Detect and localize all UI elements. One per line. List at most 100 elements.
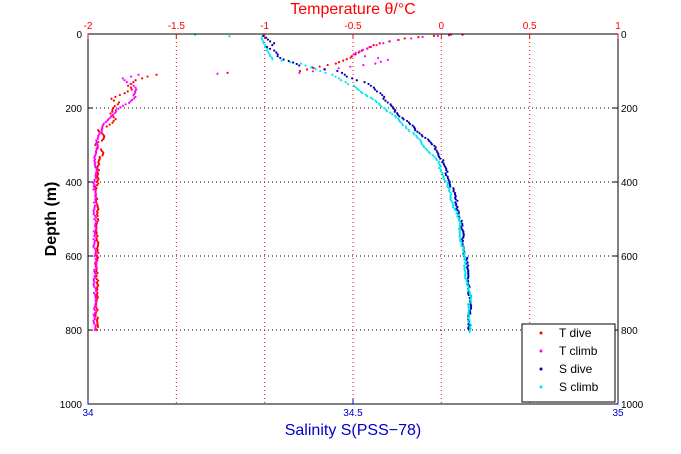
data-point	[108, 123, 111, 126]
data-point	[352, 53, 355, 56]
data-point	[378, 42, 381, 45]
data-point	[369, 84, 372, 87]
axes: 0 0 200 200 400 400 600 600 800 800 1000 1000 -2 -1.5…	[60, 21, 644, 419]
data-point	[111, 108, 114, 111]
data-point	[112, 106, 115, 110]
data-point	[470, 324, 473, 327]
data-point	[334, 75, 337, 78]
data-point	[113, 112, 116, 115]
data-point	[123, 79, 126, 82]
data-point	[456, 215, 459, 218]
data-point	[423, 146, 426, 149]
data-point	[93, 214, 96, 217]
bottom-axis-label: Salinity S(PSS−78)	[285, 422, 422, 439]
data-point	[364, 93, 367, 96]
left-tick-label: 800	[65, 326, 82, 337]
data-point	[388, 40, 391, 43]
data-point	[106, 119, 109, 122]
data-point	[393, 114, 397, 117]
data-point	[468, 322, 471, 325]
data-point	[114, 95, 117, 98]
data-point	[146, 75, 149, 78]
data-point	[427, 150, 430, 154]
data-point	[393, 110, 396, 113]
data-point	[372, 86, 375, 89]
data-point	[273, 42, 276, 45]
data-point	[374, 62, 377, 65]
data-point	[311, 70, 315, 73]
data-point	[93, 206, 96, 209]
data-point	[468, 301, 471, 304]
data-point	[94, 194, 97, 198]
data-point	[390, 104, 393, 107]
data-point	[267, 51, 270, 54]
legend-label: T climb	[559, 344, 598, 358]
data-point	[461, 224, 464, 227]
data-point	[384, 99, 387, 102]
data-point	[447, 178, 450, 182]
data-point	[298, 69, 302, 73]
data-point	[350, 55, 353, 58]
data-point	[458, 224, 461, 227]
data-point	[131, 98, 134, 101]
data-point	[100, 149, 103, 153]
data-point	[95, 328, 98, 332]
data-point	[126, 84, 130, 87]
data-point	[102, 137, 105, 141]
data-point	[450, 193, 453, 196]
data-point	[95, 290, 98, 293]
data-point	[435, 149, 438, 152]
data-point	[452, 190, 455, 193]
data-point	[121, 104, 125, 107]
data-point	[337, 61, 341, 64]
data-point	[442, 175, 445, 178]
data-point	[444, 173, 448, 177]
data-point	[111, 110, 114, 113]
data-point	[427, 138, 430, 141]
data-point	[372, 44, 375, 47]
data-point	[365, 47, 369, 50]
data-point	[334, 62, 337, 65]
data-point	[417, 36, 420, 39]
data-point	[434, 157, 438, 160]
top-axis-label: Temperature θ/°C	[290, 1, 416, 18]
data-point	[326, 63, 329, 67]
data-point	[385, 109, 388, 113]
data-point	[382, 97, 385, 100]
data-point	[118, 93, 121, 97]
data-point	[357, 89, 361, 92]
data-point	[452, 187, 455, 190]
data-point	[94, 225, 97, 228]
data-point	[407, 121, 410, 124]
data-point	[216, 72, 219, 75]
data-point	[111, 113, 115, 116]
data-point	[391, 113, 394, 116]
data-point	[263, 45, 267, 49]
series-layer	[92, 33, 473, 333]
series-t-climb	[92, 33, 453, 332]
data-point	[467, 315, 470, 318]
data-point	[438, 155, 441, 159]
data-point	[95, 228, 98, 231]
data-point	[426, 149, 429, 152]
data-point	[467, 286, 470, 289]
right-tick-label: 800	[621, 326, 638, 337]
data-point	[100, 128, 103, 131]
data-point	[97, 130, 101, 133]
data-point	[446, 170, 449, 173]
data-point	[467, 272, 470, 275]
data-point	[437, 160, 441, 163]
data-point	[431, 154, 434, 157]
data-point	[289, 61, 292, 64]
data-point	[94, 236, 98, 239]
data-point	[94, 174, 97, 177]
data-point	[435, 158, 438, 162]
legend-marker	[539, 331, 543, 335]
data-point	[452, 206, 455, 209]
data-point	[437, 162, 440, 165]
data-point	[379, 60, 382, 63]
data-point	[398, 115, 401, 118]
data-point	[134, 86, 137, 89]
data-point	[110, 97, 113, 100]
data-point	[406, 119, 409, 123]
